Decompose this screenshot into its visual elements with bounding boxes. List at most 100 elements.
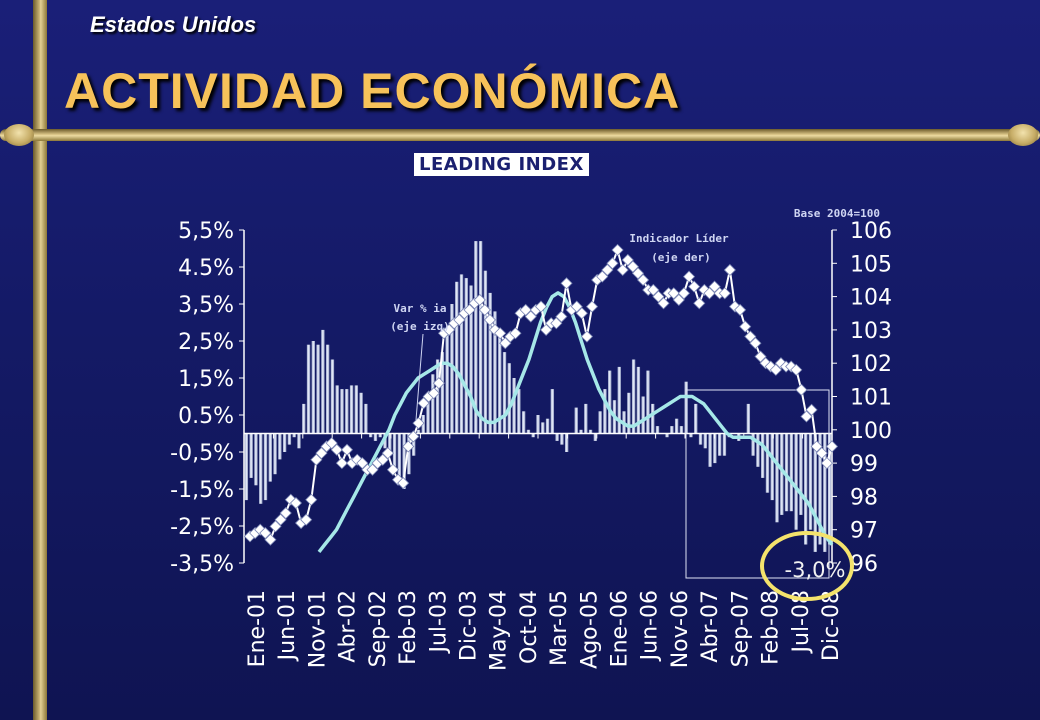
leading-index-marker: [381, 447, 394, 460]
bar-var-ia: [627, 392, 631, 434]
bar-var-ia: [584, 403, 588, 434]
bar-var-ia: [751, 433, 755, 456]
bar-var-ia: [321, 329, 325, 434]
bar-var-ia: [588, 429, 593, 434]
left-tick-label: 4.5%: [178, 256, 234, 281]
bar-var-ia: [306, 344, 311, 434]
leading-index-marker: [805, 403, 818, 416]
leading-index-marker: [534, 300, 548, 313]
bar-var-ia: [756, 433, 760, 467]
bar-var-ia: [345, 389, 349, 434]
leading-index-marker: [626, 260, 639, 273]
leading-index-marker: [682, 270, 696, 283]
leading-index-marker: [580, 330, 594, 343]
leading-index-marker: [795, 383, 808, 396]
bar-var-ia: [474, 241, 478, 434]
bar-var-ia: [526, 429, 531, 434]
bar-var-ia: [823, 433, 827, 552]
bar-var-ia: [703, 433, 707, 449]
leading-index-marker: [509, 327, 522, 340]
bar-var-ia: [670, 426, 674, 434]
bar-var-ia: [784, 433, 789, 512]
leading-index-marker: [718, 287, 731, 300]
leading-index-marker: [570, 300, 583, 313]
bar-var-ia: [483, 270, 488, 434]
bar-var-ia: [713, 433, 717, 464]
bar-var-ia: [488, 292, 492, 434]
bar-var-ia: [674, 418, 679, 434]
left-tick-label: 3,5%: [178, 293, 234, 318]
bar-var-ia: [804, 433, 808, 545]
bar-var-ia: [397, 433, 402, 482]
bar-var-ia: [765, 433, 770, 493]
slide-subtitle: Estados Unidos: [90, 12, 257, 37]
bar-var-ia: [440, 352, 445, 434]
leading-index-marker: [611, 243, 624, 257]
leading-index-marker: [305, 493, 318, 506]
bar-var-ia: [794, 433, 798, 530]
bar-var-ia: [651, 403, 655, 434]
bar-var-ia: [598, 411, 602, 434]
bar-var-ia: [431, 374, 435, 434]
leading-index-marker: [351, 453, 364, 466]
bar-var-ia: [330, 359, 335, 434]
leading-index-marker: [585, 300, 599, 313]
leading-index-marker: [657, 297, 670, 310]
bar-var-ia: [464, 278, 468, 434]
bar-var-ia: [579, 429, 583, 434]
x-tick-label: Feb-03: [396, 590, 421, 665]
leading-index-marker: [693, 297, 706, 310]
bar-var-ia: [469, 285, 473, 434]
x-tick-label: Nov-06: [668, 590, 693, 668]
bar-var-ia: [698, 433, 703, 445]
bar-var-ia: [378, 433, 382, 438]
leading-index-marker: [254, 523, 267, 536]
x-tick-label: Jun-06: [638, 590, 663, 662]
right-tick-label: 99: [850, 452, 878, 477]
bar-var-ia: [373, 433, 378, 441]
bar-var-ia: [722, 433, 727, 456]
bar-var-ia: [545, 418, 550, 434]
leading-index-marker: [443, 323, 456, 336]
bar-var-ia: [560, 433, 564, 445]
bar-var-ia: [335, 385, 339, 434]
leading-index-marker: [417, 397, 430, 410]
bar-var-ia: [273, 433, 277, 475]
bar-var-ia: [498, 333, 502, 434]
leading-index-marker: [264, 533, 277, 546]
leading-index-marker: [386, 463, 400, 476]
bar-var-ia: [354, 385, 359, 434]
leading-index-marker: [723, 263, 736, 277]
leading-index-marker: [335, 457, 348, 470]
bar-var-ia: [746, 403, 751, 434]
bar-var-ia: [517, 389, 521, 434]
x-tick-label: Abr-07: [698, 590, 723, 663]
leading-index-marker: [325, 437, 338, 450]
left-tick-label: 1,5%: [178, 367, 234, 392]
leading-index-marker: [800, 410, 813, 423]
leading-index-marker: [540, 323, 553, 336]
bar-var-ia: [478, 241, 483, 434]
bar-var-ia: [603, 389, 607, 434]
moving-average-line: [317, 291, 834, 553]
bar-var-ia: [369, 433, 373, 438]
leading-index-marker: [621, 253, 634, 267]
bar-end-cap-left: [4, 124, 34, 146]
right-tick-label: 101: [850, 386, 892, 411]
leading-index-marker: [749, 337, 762, 350]
bar-var-ia: [493, 311, 497, 434]
x-tick-label: Ene-06: [608, 590, 633, 667]
bar-var-ia: [254, 433, 258, 486]
leading-index-marker: [524, 310, 537, 323]
leading-index-marker: [825, 440, 839, 453]
bar-var-ia: [244, 433, 249, 501]
x-tick-label: Feb-08: [759, 590, 784, 665]
leading-index-marker: [488, 323, 502, 336]
bar-var-ia: [349, 385, 354, 434]
bar-var-ia: [268, 433, 272, 482]
leading-index-marker: [759, 357, 772, 370]
leading-index-marker: [473, 293, 486, 306]
eje-izq-label: (eje izq): [390, 320, 450, 333]
left-tick-label: 2,5%: [178, 330, 234, 355]
